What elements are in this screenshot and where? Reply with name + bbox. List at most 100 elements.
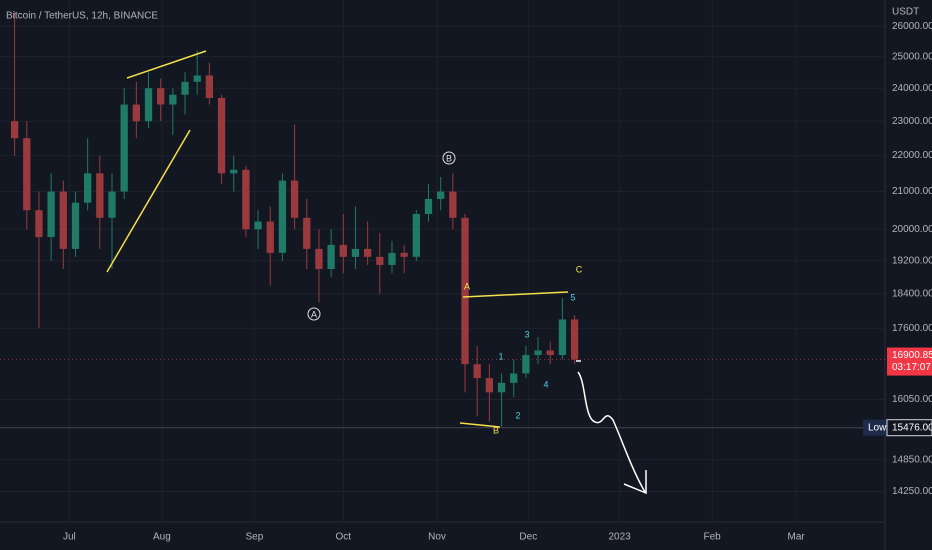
arrow-path xyxy=(577,371,646,493)
x-tick-label: Oct xyxy=(336,532,352,543)
candle-body xyxy=(47,191,55,238)
candle-body xyxy=(437,191,445,199)
candle-body xyxy=(230,169,238,174)
trend-line xyxy=(459,422,501,428)
candle-body xyxy=(71,202,80,249)
candle-body xyxy=(327,244,335,269)
wave-label: A xyxy=(311,309,317,319)
candle-body xyxy=(217,97,226,174)
y-tick-label: 26000.00 xyxy=(892,21,932,32)
candle-body xyxy=(132,104,140,122)
y-tick-label: 19200.00 xyxy=(892,256,932,267)
candle-body xyxy=(522,355,530,374)
candle-body xyxy=(424,198,433,214)
candle-body xyxy=(546,350,554,356)
candle-body xyxy=(339,244,347,257)
last-price-bg xyxy=(887,347,932,376)
candle-body xyxy=(23,138,31,211)
x-tick-label: Feb xyxy=(704,532,722,543)
candles xyxy=(10,11,579,427)
countdown: 03:17:07 xyxy=(892,362,931,373)
candle-body xyxy=(96,173,104,218)
candle-body xyxy=(363,248,372,257)
candle-body xyxy=(10,121,19,139)
wave-label: B xyxy=(493,425,499,435)
candle-body xyxy=(351,248,360,257)
circle xyxy=(307,307,321,321)
candle-body xyxy=(278,180,287,253)
trend-line xyxy=(106,129,191,273)
x-tick-label: Dec xyxy=(519,532,537,543)
candle-body xyxy=(266,221,274,253)
wave-label: C xyxy=(576,264,583,274)
candle-body xyxy=(59,191,67,249)
candle-body xyxy=(169,94,177,105)
wave-label: B xyxy=(446,153,452,163)
y-tick-label: 23000.00 xyxy=(892,116,932,127)
y-tick-label: 14850.00 xyxy=(892,454,932,465)
trend-line xyxy=(462,291,569,298)
candle-body xyxy=(485,378,494,393)
x-tick-label: Sep xyxy=(246,532,264,543)
last-price: 16900.85 xyxy=(892,350,932,361)
candle-body xyxy=(83,173,92,203)
x-tick-label: 2023 xyxy=(608,532,631,543)
arrow-head xyxy=(623,470,647,495)
x-tick-label: Jul xyxy=(63,532,76,543)
low-value-bg xyxy=(886,419,932,437)
y-tick-label: 25000.00 xyxy=(892,51,932,62)
y-tick-label: 14250.00 xyxy=(892,486,932,497)
candle-body xyxy=(449,191,457,218)
candle-body xyxy=(376,256,384,265)
wave-label: 3 xyxy=(524,329,529,339)
candle-body xyxy=(120,104,128,192)
candle-body xyxy=(461,217,469,365)
candle-body xyxy=(534,350,542,356)
candle-body xyxy=(254,221,262,230)
low-value: 15476.00 xyxy=(892,422,932,433)
candle-body xyxy=(315,248,323,269)
circle xyxy=(442,151,456,165)
candle-body xyxy=(157,88,165,105)
circled-labels: A B xyxy=(307,151,456,321)
y-tick-label: 17600.00 xyxy=(892,323,932,334)
wave-label: 1 xyxy=(498,351,503,361)
candle-body xyxy=(144,88,153,122)
projection-arrow xyxy=(576,360,647,495)
candle-body xyxy=(510,373,518,383)
y-tick-label: 20000.00 xyxy=(892,224,932,235)
chart-title: Bitcoin / TetherUS, 12h, BINANCE xyxy=(6,11,158,22)
candle-body xyxy=(558,319,567,356)
y-tick-label: 21000.00 xyxy=(892,186,932,197)
wave-label: 4 xyxy=(543,379,548,389)
y-tick-label: 22000.00 xyxy=(892,150,932,161)
candle-body xyxy=(303,217,311,249)
candle-body xyxy=(412,213,420,257)
low-label-bg xyxy=(863,419,887,436)
candle-body xyxy=(205,75,214,98)
y-tick-label: 24000.00 xyxy=(892,83,932,94)
trend-line xyxy=(126,50,207,79)
candle-body xyxy=(242,169,250,230)
x-tick-label: Mar xyxy=(788,532,806,543)
candle-body xyxy=(193,75,201,82)
currency: USDT xyxy=(892,7,919,18)
candle-body xyxy=(290,180,299,218)
wave-label: 2 xyxy=(515,410,520,420)
candle-body xyxy=(570,319,579,360)
abc-labels: A B C 1 2 3 4 5 xyxy=(464,264,583,435)
y-tick-label: 16050.00 xyxy=(892,394,932,405)
candle-body xyxy=(181,81,189,95)
low-label: Low xyxy=(868,422,887,433)
candle-body xyxy=(108,191,116,218)
axes: 26000.00 25000.00 24000.00 23000.00 22000.00… xyxy=(63,21,932,543)
x-tick-label: Aug xyxy=(153,532,171,543)
candle-body xyxy=(497,382,506,393)
candle-body xyxy=(35,210,43,238)
candle-body xyxy=(400,252,408,257)
x-tick-label: Nov xyxy=(428,532,446,543)
wave-label: A xyxy=(464,281,470,291)
candle-body xyxy=(388,252,396,265)
trend-lines xyxy=(106,50,569,428)
